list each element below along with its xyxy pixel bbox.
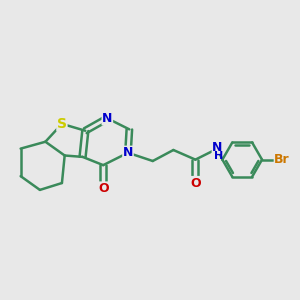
Text: Br: Br — [274, 153, 290, 166]
Text: N: N — [212, 141, 223, 154]
Text: O: O — [98, 182, 109, 195]
Text: O: O — [190, 176, 201, 190]
Text: N: N — [123, 146, 133, 159]
Text: H: H — [214, 151, 224, 161]
Text: S: S — [57, 117, 67, 131]
Text: N: N — [102, 112, 112, 125]
